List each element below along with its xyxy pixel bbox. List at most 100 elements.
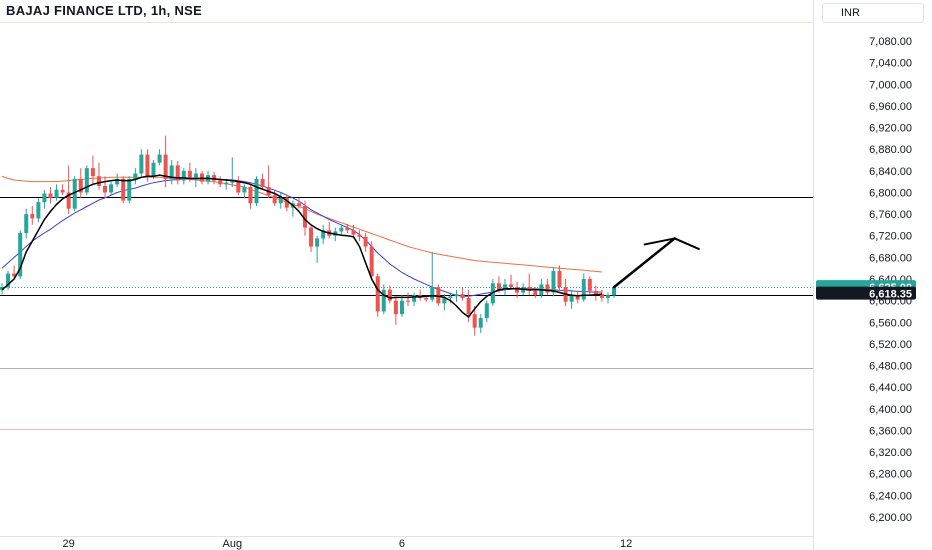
candle-body-42[interactable] [254, 178, 259, 204]
candle-body-5[interactable] [30, 214, 35, 219]
candle-body-84[interactable] [509, 284, 514, 288]
candle-body-70[interactable] [424, 297, 429, 300]
candle-body-92[interactable] [557, 270, 562, 288]
candle-body-37[interactable] [224, 182, 229, 185]
projection-arrow-shaft[interactable] [612, 237, 676, 289]
candle-body-97[interactable] [587, 279, 592, 291]
candle-body-66[interactable] [399, 300, 404, 315]
candle-body-43[interactable] [260, 178, 265, 188]
candle-body-62[interactable] [375, 276, 380, 312]
candle-body-16[interactable] [96, 176, 101, 186]
candle-body-51[interactable] [309, 227, 314, 247]
candle-body-21[interactable] [127, 178, 132, 201]
candle-body-4[interactable] [24, 214, 29, 234]
candle-body-87[interactable] [527, 287, 532, 291]
candle-body-17[interactable] [103, 185, 108, 193]
candle-body-88[interactable] [533, 290, 538, 296]
candle-body-2[interactable] [12, 273, 17, 277]
candle-body-1[interactable] [6, 273, 11, 288]
candle-body-96[interactable] [581, 279, 586, 300]
candle-body-3[interactable] [18, 233, 23, 277]
candle-body-35[interactable] [212, 175, 217, 181]
candle-body-24[interactable] [145, 154, 150, 177]
y-tick-label: 6,400.00 [869, 404, 912, 416]
candle-body-22[interactable] [133, 173, 138, 179]
candle-body-64[interactable] [387, 289, 392, 301]
candle-body-26[interactable] [157, 154, 162, 163]
candle-body-14[interactable] [84, 168, 89, 193]
candle-body-46[interactable] [278, 197, 283, 204]
candle-body-80[interactable] [484, 303, 489, 318]
candle-body-100[interactable] [606, 295, 610, 298]
candle-body-72[interactable] [436, 287, 441, 304]
candle-body-65[interactable] [393, 300, 398, 315]
candle-body-20[interactable] [121, 178, 126, 201]
candle-body-41[interactable] [248, 187, 253, 204]
candle-body-10[interactable] [60, 189, 65, 193]
candle-body-38[interactable] [230, 181, 235, 183]
candle-body-95[interactable] [575, 295, 580, 300]
candle-body-68[interactable] [412, 295, 417, 302]
candle-body-18[interactable] [109, 184, 114, 193]
candle-body-11[interactable] [66, 192, 71, 209]
candle-body-53[interactable] [321, 230, 326, 239]
candle-body-60[interactable] [363, 236, 368, 247]
candle-body-90[interactable] [545, 284, 550, 293]
candle-body-71[interactable] [430, 287, 435, 300]
candle-body-75[interactable] [454, 294, 459, 297]
candle-body-99[interactable] [599, 294, 604, 298]
candle-body-6[interactable] [36, 202, 41, 219]
candle-body-76[interactable] [460, 294, 465, 298]
candle-body-40[interactable] [242, 187, 247, 193]
candle-body-85[interactable] [515, 287, 520, 293]
candle-body-15[interactable] [90, 168, 95, 177]
candle-body-61[interactable] [369, 246, 374, 277]
candle-body-59[interactable] [357, 234, 362, 237]
candle-body-83[interactable] [502, 284, 507, 290]
candle-body-101[interactable] [612, 287, 617, 296]
candle-body-57[interactable] [345, 227, 350, 231]
candle-body-30[interactable] [181, 170, 186, 181]
candle-body-73[interactable] [442, 297, 447, 304]
candle-body-12[interactable] [72, 178, 77, 209]
candle-body-91[interactable] [551, 270, 556, 293]
candle-body-8[interactable] [48, 193, 53, 198]
candle-body-45[interactable] [272, 195, 277, 204]
candle-body-0[interactable] [0, 287, 4, 290]
candle-body-79[interactable] [478, 317, 483, 328]
candle-body-47[interactable] [284, 197, 289, 208]
candle-body-36[interactable] [218, 180, 223, 185]
projection-arrow-head-bottom[interactable] [673, 237, 700, 250]
moving-average-slow [1, 175, 602, 273]
candle-body-27[interactable] [163, 154, 168, 179]
candle-body-7[interactable] [42, 193, 47, 203]
candle-body-52[interactable] [315, 238, 320, 247]
candle-body-13[interactable] [78, 178, 83, 193]
candle-body-58[interactable] [351, 230, 356, 235]
candle-body-94[interactable] [569, 295, 574, 302]
candle-body-28[interactable] [169, 165, 174, 179]
candle-body-39[interactable] [236, 181, 241, 193]
candle-body-77[interactable] [466, 297, 471, 315]
candle-body-78[interactable] [472, 314, 477, 328]
candle-body-82[interactable] [496, 283, 501, 290]
candle-body-31[interactable] [187, 170, 192, 178]
y-tick-label: 7,040.00 [869, 58, 912, 70]
candle-body-56[interactable] [339, 227, 344, 232]
candle-body-33[interactable] [199, 173, 204, 182]
candle-body-50[interactable] [303, 205, 307, 228]
candle-body-49[interactable] [296, 203, 301, 206]
candle-body-25[interactable] [151, 162, 156, 177]
candle-body-19[interactable] [115, 178, 120, 185]
candle-body-63[interactable] [381, 289, 386, 312]
candle-body-67[interactable] [406, 300, 411, 302]
candle-body-98[interactable] [593, 290, 598, 295]
projection-arrow-head-top[interactable] [643, 237, 676, 246]
candle-body-29[interactable] [175, 165, 180, 181]
candle-body-9[interactable] [54, 189, 59, 198]
candle-body-23[interactable] [139, 154, 144, 174]
candle-body-32[interactable] [193, 173, 198, 178]
candle-body-74[interactable] [448, 296, 453, 298]
currency-selector[interactable]: INR [822, 3, 924, 23]
